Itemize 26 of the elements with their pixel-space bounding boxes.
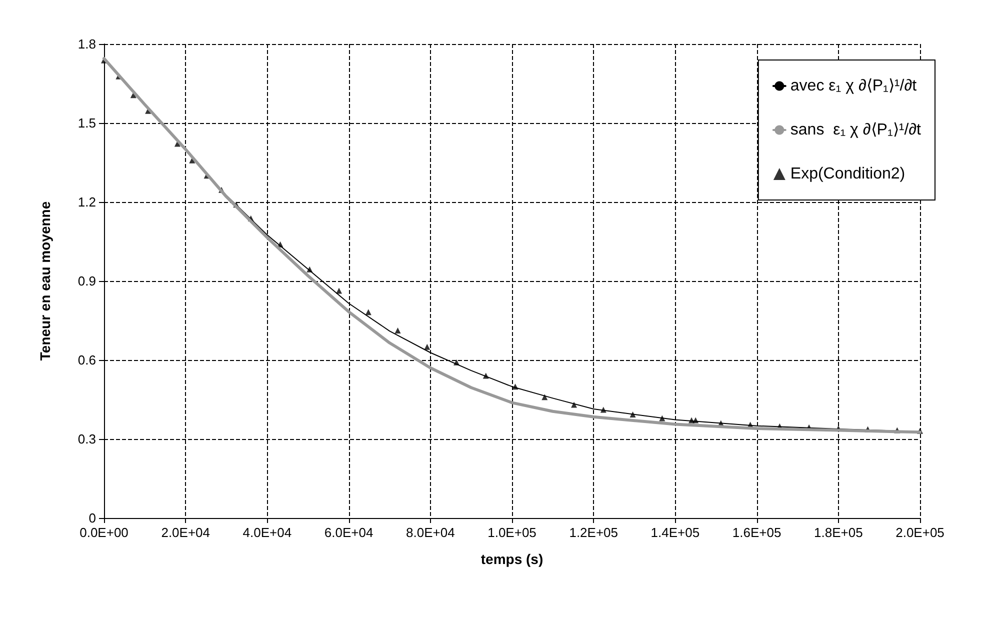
legend-label: avec ε₁ χ ∂⟨P₁⟩¹/∂t [790,78,918,94]
point [424,344,430,350]
x-tick-label: 1.4E+05 [650,525,700,540]
y-tick-label: 1.5 [78,116,96,130]
x-tick-label: 1.8E+05 [814,525,863,540]
y-tick-label: 0.9 [78,274,96,288]
legend-label: sans ε₁ χ ∂⟨P₁⟩¹/∂t [790,122,922,138]
x-tick-label: 4.0E+04 [242,525,292,540]
x-tick-label: 1.0E+05 [488,525,536,540]
point [571,402,578,408]
y-tick-label: 0.3 [78,432,96,446]
x-tick-label: 2.0E+05 [896,525,944,540]
y-axis-title: Teneur en eau moyenne [37,201,53,361]
point [394,328,401,334]
x-tick-label: 0.0E+00 [80,525,128,540]
y-tick-label: 0.6 [78,352,96,368]
y-tick-label: 1.2 [78,194,96,210]
x-axis-title: temps (s) [480,551,544,567]
x-tick-label: 1.6E+05 [732,525,782,540]
x-tick-label: 1.2E+05 [569,525,618,540]
y-tick-label: 0 [88,510,96,526]
legend-label: Exp(Condition2) [790,166,906,182]
x-tick-label: 2.0E+04 [161,525,210,540]
y-tick-label: 1.8 [78,36,96,52]
x-tick-label: 6.0E+04 [324,525,374,540]
x-tick-label: 8.0E+04 [406,525,455,540]
